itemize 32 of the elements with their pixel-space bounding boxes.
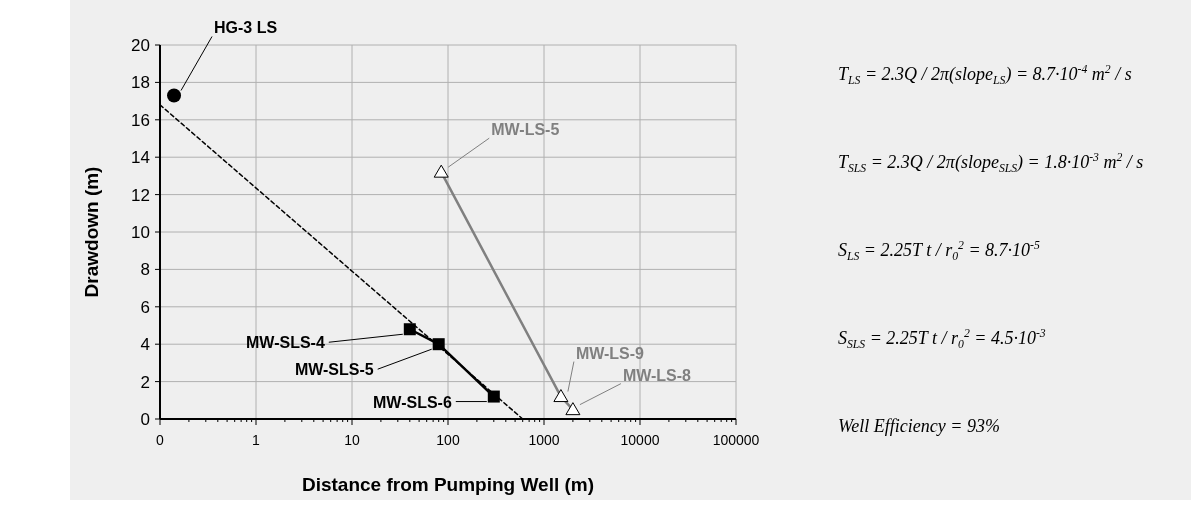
x-axis-title: Distance from Pumping Well (m)	[301, 474, 595, 495]
y-tick-label: 0	[140, 410, 150, 429]
annotation: MW-LS-8	[622, 366, 692, 384]
x-tick-label: 100	[436, 432, 460, 448]
y-tick-label: 14	[131, 148, 150, 168]
y-tick-label: 4	[140, 335, 150, 355]
annotation: MW-LS-5	[491, 121, 560, 139]
text: S$_{LS}$ = 2.25T t / r$_{0}$$^{2}$ = 8.7·10$^{-5}$	[838, 239, 1040, 263]
y-axis-title: Drawdown (m)	[81, 166, 102, 298]
x-tick-label: 1000	[528, 432, 560, 448]
annotation: MW-SLS-4	[246, 334, 325, 352]
y-tick-label: 8	[140, 260, 150, 280]
x-tick-label: 10000	[620, 432, 660, 448]
text: T$_{LS}$ = 2.3Q / 2π(slope$_{LS}$) = 8.7·10$^{-4}$ m$^{2}$ / s	[838, 63, 1132, 87]
x-tick-label: 0	[156, 432, 165, 448]
x-tick-label: 1	[252, 432, 261, 448]
annotation: HG-3 LS	[214, 19, 278, 37]
text: Well Efficiency = 93%	[838, 416, 1000, 436]
annotation: MW-SLS-6	[373, 393, 452, 411]
y-tick-label: 10	[131, 223, 150, 242]
text: S$_{SLS}$ = 2.25T t / r$_{0}$$^{2}$ = 4.5·10$^{-3}$	[838, 327, 1046, 351]
y-tick-label: 2	[140, 372, 150, 392]
x-tick-label: 10	[344, 432, 360, 448]
annotation: MW-LS-9	[575, 344, 645, 362]
annotation: MW-SLS-5	[294, 361, 374, 379]
x-tick-label: 100000	[712, 432, 760, 448]
text: T$_{SLS}$ = 2.3Q / 2π(slope$_{SLS}$) = 1.8·10$^{-3}$ m$^{2}$ / s	[838, 151, 1144, 175]
y-tick-label: 16	[131, 110, 150, 130]
y-tick-label: 18	[131, 73, 150, 93]
y-tick-label: 12	[131, 185, 150, 205]
y-tick-label: 6	[140, 297, 150, 317]
y-tick-label: 20	[131, 36, 150, 55]
